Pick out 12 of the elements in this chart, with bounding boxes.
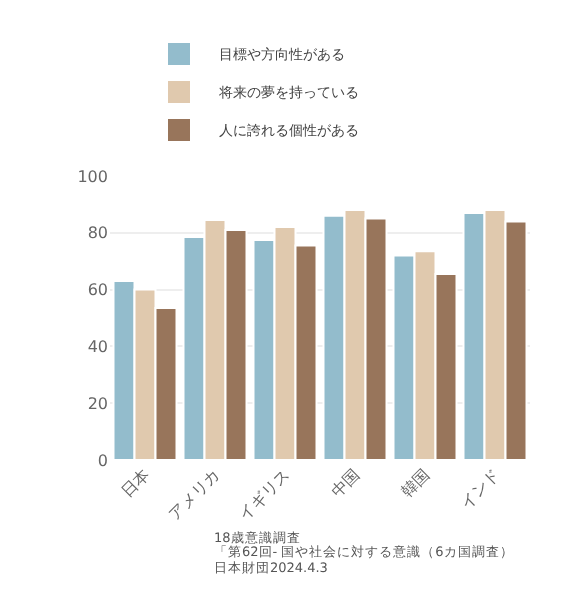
y-tick-label: 100 (77, 167, 108, 186)
x-tick-label: 日本 (118, 465, 154, 502)
y-tick-label: 20 (87, 394, 108, 413)
x-tick-label: イギリス (235, 465, 294, 524)
x-tick-label: 中国 (328, 465, 364, 502)
x-tick-label: インド (456, 465, 504, 513)
y-tick-label: 60 (87, 281, 108, 300)
y-tick-label: 0 (97, 451, 108, 470)
x-tick-label: アメリカ (165, 465, 224, 524)
y-tick-label: 80 (87, 224, 108, 243)
y-tick-label: 40 (87, 338, 108, 356)
x-tick-label: 韓国 (398, 465, 434, 502)
